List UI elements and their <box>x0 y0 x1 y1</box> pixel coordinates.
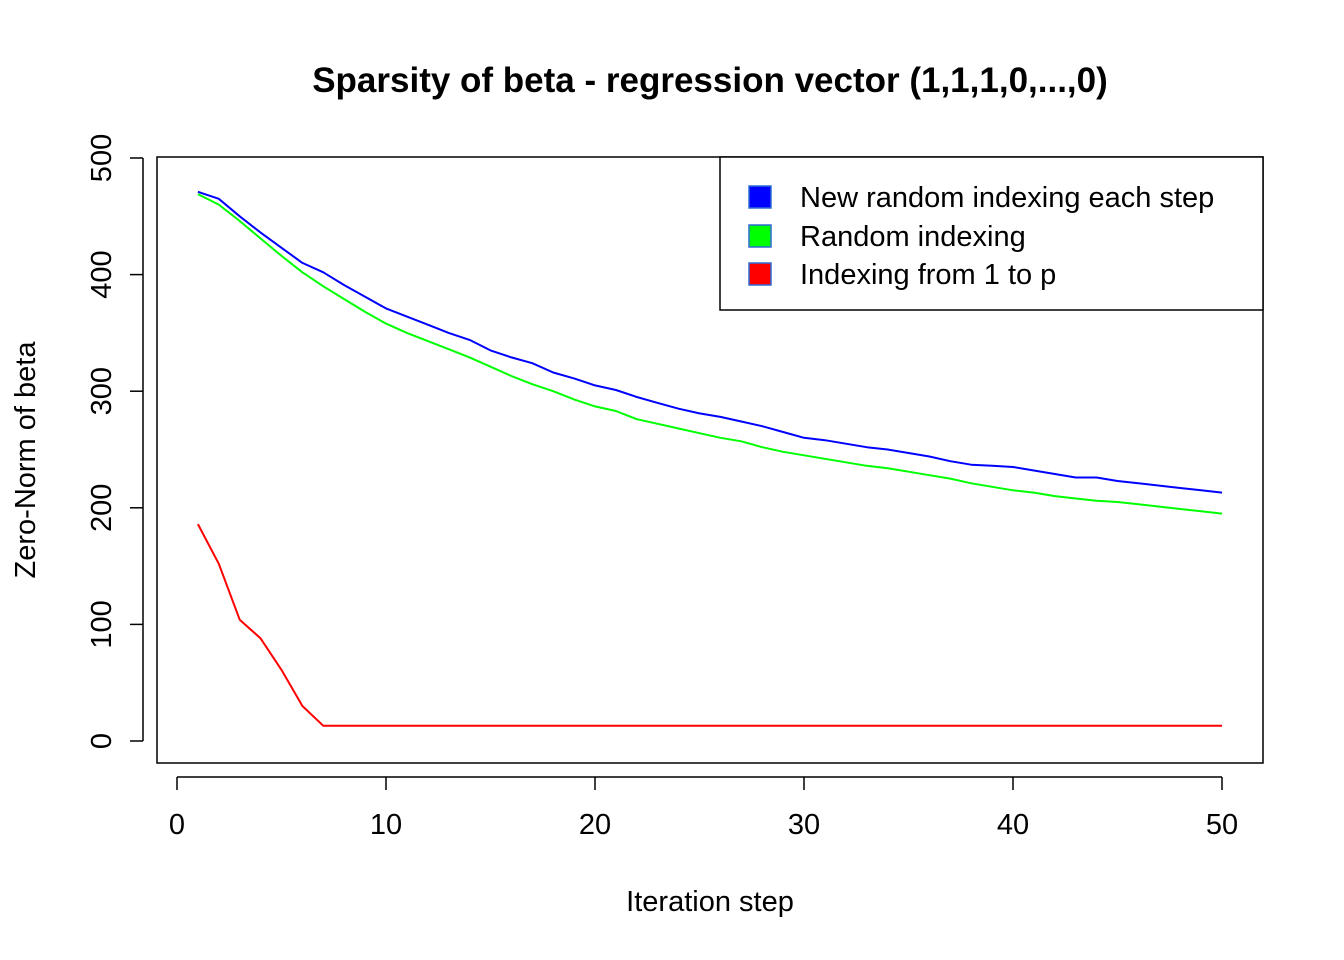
x-tick-label: 30 <box>788 809 820 841</box>
legend-label-2: Random indexing <box>800 221 1026 253</box>
series-layer <box>197 190 1223 727</box>
y-tick-label: 0 <box>86 733 118 749</box>
x-tick-label: 20 <box>579 809 611 841</box>
x-tick-label: 10 <box>370 809 402 841</box>
y-axis-label: Zero-Norm of beta <box>10 341 42 579</box>
legend-swatch-1 <box>748 185 772 209</box>
legend-label-3: Indexing from 1 to p <box>800 259 1056 291</box>
legend-swatch-3 <box>748 262 772 286</box>
series-line-3 <box>197 523 1222 727</box>
series-line-1 <box>197 190 1223 494</box>
y-axis: 0 100 200 300 400 500 <box>86 134 144 749</box>
legend-label-1: New random indexing each step <box>800 182 1214 214</box>
series-line-2 <box>197 193 1223 515</box>
y-tick-label: 400 <box>86 250 118 298</box>
legend: New random indexing each step Random inde… <box>719 156 1264 311</box>
x-tick-label: 0 <box>169 809 185 841</box>
x-axis-label: Iteration step <box>626 886 794 918</box>
y-tick-label: 200 <box>86 484 118 532</box>
legend-box <box>719 156 1264 311</box>
y-tick-label: 500 <box>86 134 118 182</box>
legend-swatch-2 <box>748 224 772 248</box>
y-tick-label: 100 <box>86 600 118 648</box>
x-tick-label: 50 <box>1206 809 1238 841</box>
x-axis: 0 10 20 30 40 50 <box>169 776 1238 841</box>
plot-area-border <box>156 156 1264 764</box>
x-tick-label: 40 <box>997 809 1029 841</box>
chart-title: Sparsity of beta - regression vector (1,… <box>312 61 1108 100</box>
y-tick-label: 300 <box>86 367 118 415</box>
